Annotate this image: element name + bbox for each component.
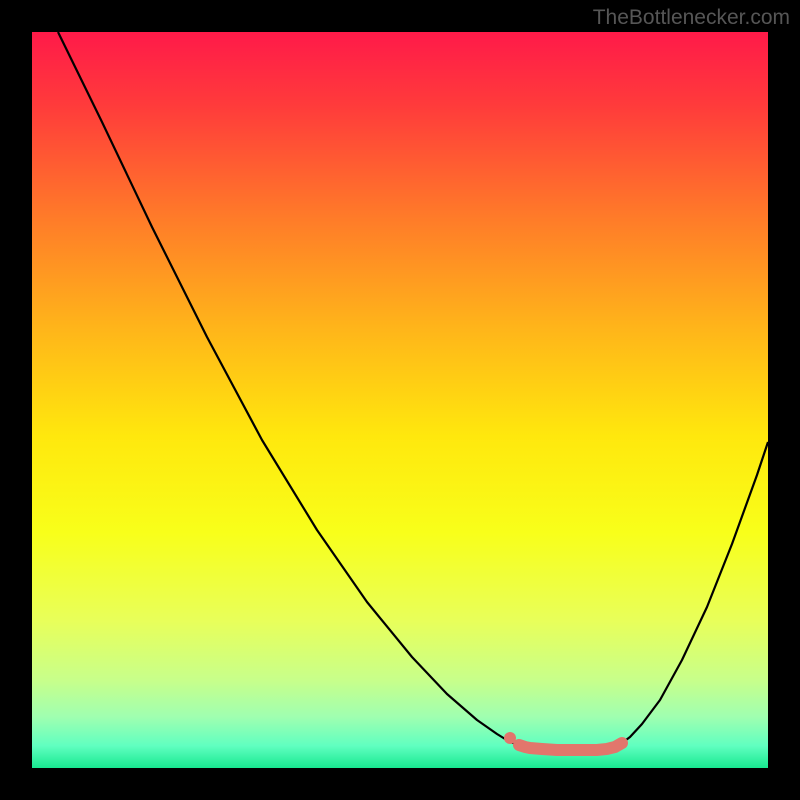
bottleneck-curve bbox=[58, 32, 768, 750]
marker-dot bbox=[504, 732, 516, 744]
plot-area bbox=[32, 32, 768, 768]
chart-svg bbox=[32, 32, 768, 768]
watermark-text: TheBottlenecker.com bbox=[593, 6, 790, 30]
optimal-segment bbox=[519, 743, 622, 750]
